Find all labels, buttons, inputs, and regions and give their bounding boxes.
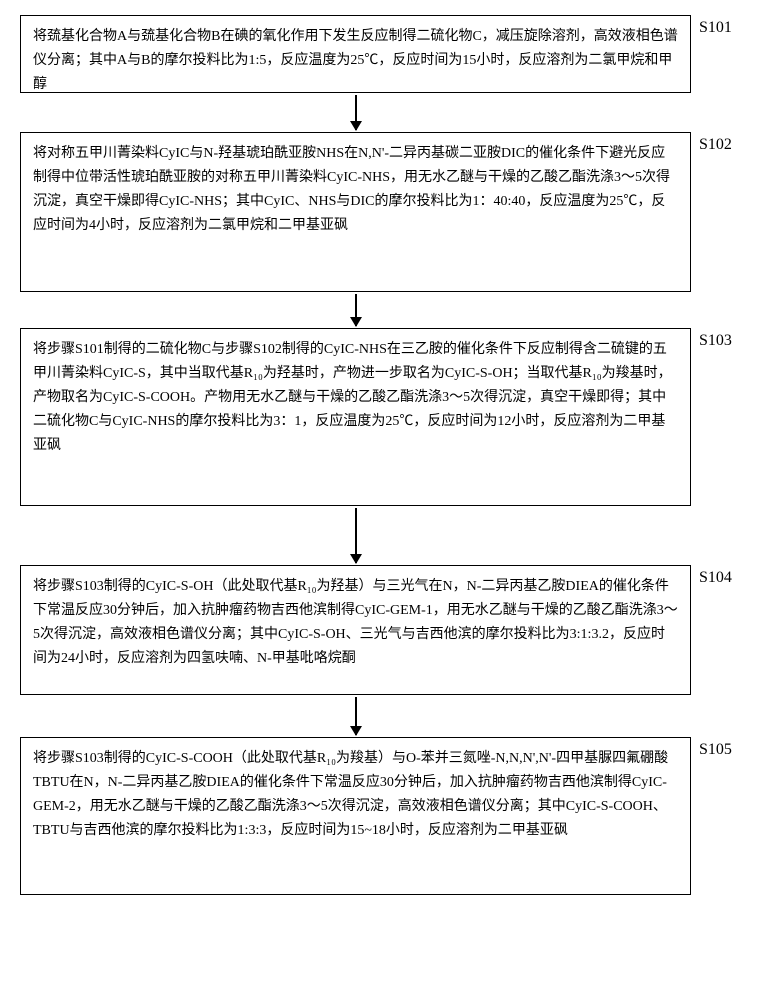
step-label-s105: S105 bbox=[699, 741, 749, 759]
step-box-s103: 将步骤S101制得的二硫化物C与步骤S102制得的CyIC-NHS在三乙胺的催化… bbox=[20, 328, 691, 506]
step-label-s102: S102 bbox=[699, 136, 749, 154]
step-s104: 将步骤S103制得的CyIC-S-OH（此处取代基R₁₀为羟基）与三光气在N，N… bbox=[20, 565, 749, 695]
step-box-s105: 将步骤S103制得的CyIC-S-COOH（此处取代基R₁₀为羧基）与O-苯并三… bbox=[20, 737, 691, 895]
step-label-s101: S101 bbox=[699, 19, 749, 37]
step-label-s104: S104 bbox=[699, 569, 749, 587]
arrow-s103-s104 bbox=[355, 508, 357, 563]
step-s105: 将步骤S103制得的CyIC-S-COOH（此处取代基R₁₀为羧基）与O-苯并三… bbox=[20, 737, 749, 895]
step-text-s101: 将巯基化合物A与巯基化合物B在碘的氧化作用下发生反应制得二硫化物C，减压旋除溶剂… bbox=[33, 29, 678, 92]
step-box-s104: 将步骤S103制得的CyIC-S-OH（此处取代基R₁₀为羟基）与三光气在N，N… bbox=[20, 565, 691, 695]
step-text-s103: 将步骤S101制得的二硫化物C与步骤S102制得的CyIC-NHS在三乙胺的催化… bbox=[33, 342, 672, 453]
step-label-s103: S103 bbox=[699, 332, 749, 350]
step-text-s102: 将对称五甲川菁染料CyIC与N-羟基琥珀酰亚胺NHS在N,N'-二异丙基碳二亚胺… bbox=[33, 146, 670, 233]
arrow-s104-s105 bbox=[355, 697, 357, 735]
flowchart-container: 将巯基化合物A与巯基化合物B在碘的氧化作用下发生反应制得二硫化物C，减压旋除溶剂… bbox=[20, 15, 749, 895]
step-box-s102: 将对称五甲川菁染料CyIC与N-羟基琥珀酰亚胺NHS在N,N'-二异丙基碳二亚胺… bbox=[20, 132, 691, 292]
step-s102: 将对称五甲川菁染料CyIC与N-羟基琥珀酰亚胺NHS在N,N'-二异丙基碳二亚胺… bbox=[20, 132, 749, 292]
step-box-s101: 将巯基化合物A与巯基化合物B在碘的氧化作用下发生反应制得二硫化物C，减压旋除溶剂… bbox=[20, 15, 691, 93]
step-s101: 将巯基化合物A与巯基化合物B在碘的氧化作用下发生反应制得二硫化物C，减压旋除溶剂… bbox=[20, 15, 749, 93]
arrow-s101-s102 bbox=[355, 95, 357, 130]
step-text-s105: 将步骤S103制得的CyIC-S-COOH（此处取代基R₁₀为羧基）与O-苯并三… bbox=[33, 751, 668, 838]
arrow-s102-s103 bbox=[355, 294, 357, 326]
step-s103: 将步骤S101制得的二硫化物C与步骤S102制得的CyIC-NHS在三乙胺的催化… bbox=[20, 328, 749, 506]
step-text-s104: 将步骤S103制得的CyIC-S-OH（此处取代基R₁₀为羟基）与三光气在N，N… bbox=[33, 579, 678, 666]
